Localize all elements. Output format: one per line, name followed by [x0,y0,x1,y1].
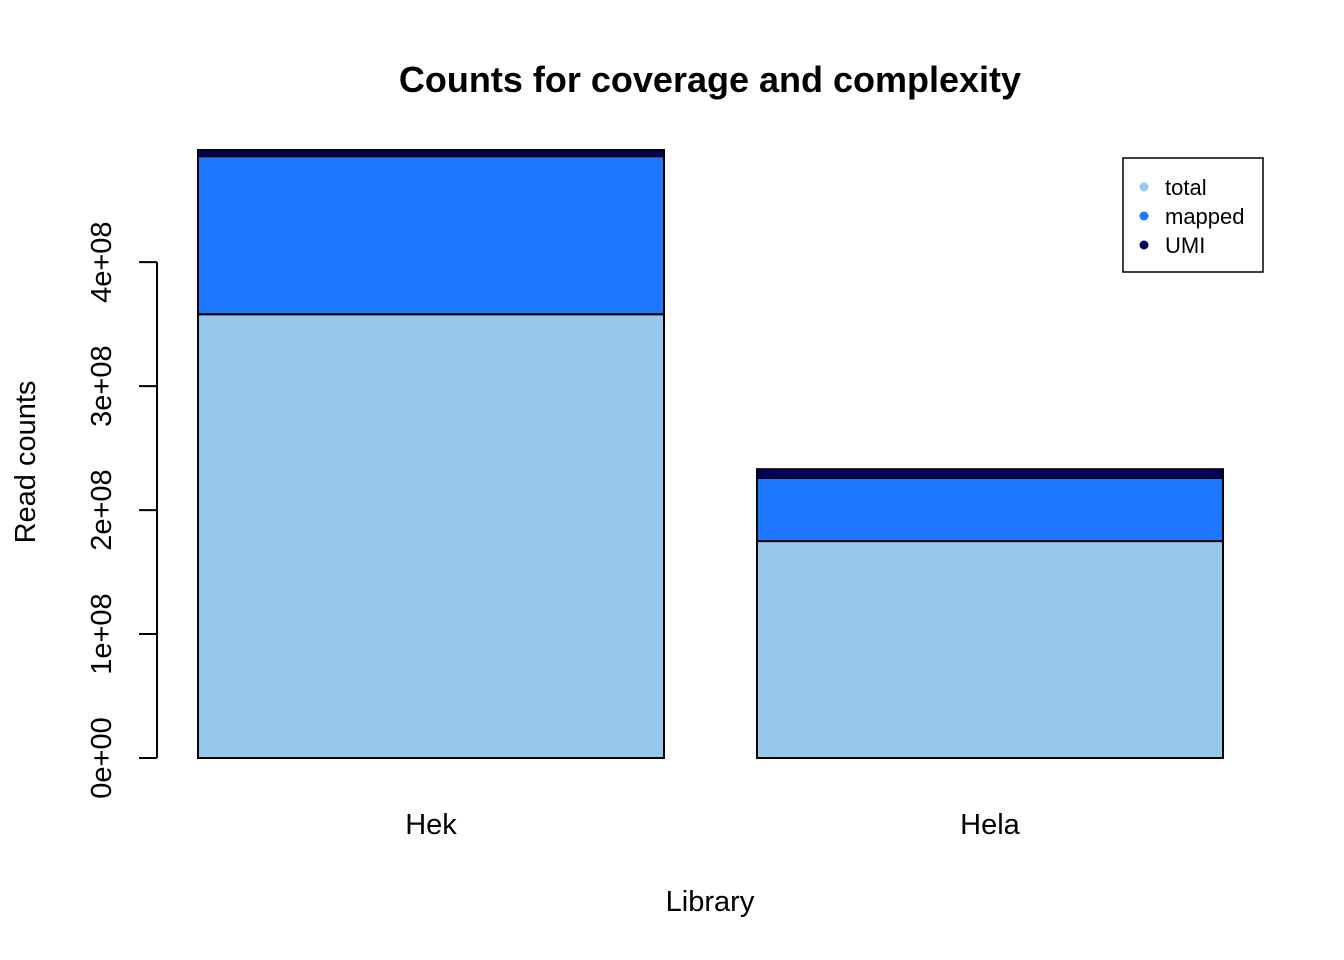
y-tick-label: 2e+08 [86,469,118,550]
legend-swatch-umi [1139,240,1149,250]
bar-hela-total [756,540,1224,759]
y-tick-label: 1e+08 [86,593,118,674]
y-tick-label: 0e+00 [86,717,118,798]
x-category-labels: Hek Hela [405,809,1020,841]
bar-hek-umi [197,149,665,158]
bar-hek-mapped [197,155,665,316]
chart-title: Counts for coverage and complexity [399,59,1021,100]
legend-label-umi: UMI [1165,233,1205,258]
legend-label-total: total [1165,175,1207,200]
y-tick-label: 4e+08 [86,221,118,302]
legend-swatch-mapped [1139,211,1149,221]
bars [197,149,1224,759]
bar-hela-umi [756,468,1224,479]
x-axis-title: Library [666,886,755,918]
legend-swatch-total [1139,182,1149,192]
x-label-hela: Hela [960,809,1021,841]
x-label-hek: Hek [405,809,457,841]
y-axis: 0e+00 1e+08 2e+08 3e+08 4e+08 [86,221,158,799]
y-axis-title: Read counts [10,381,42,544]
bar-hek-total [197,313,665,759]
bar-hela-mapped [756,476,1224,543]
legend: total mapped UMI [1122,157,1264,273]
y-tick-label: 3e+08 [86,345,118,426]
legend-label-mapped: mapped [1165,204,1245,229]
